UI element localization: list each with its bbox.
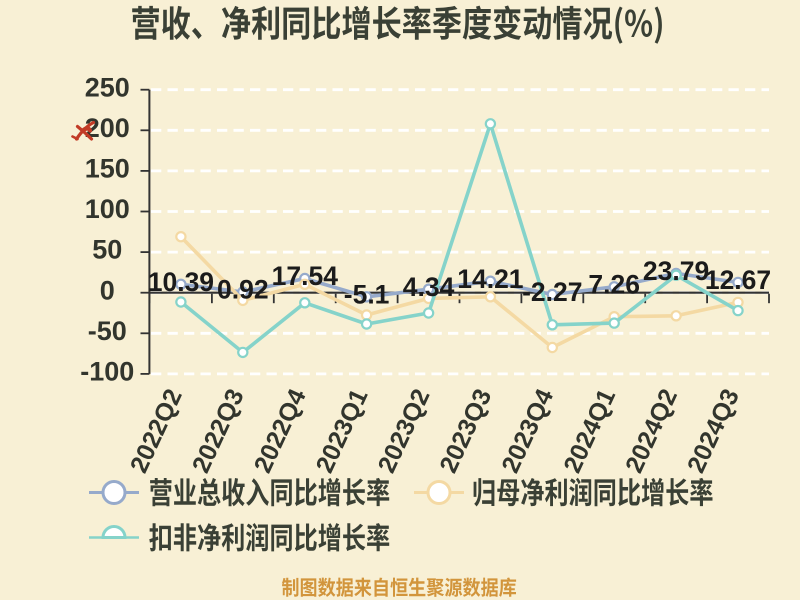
svg-text:2024Q1: 2024Q1 xyxy=(558,385,621,478)
svg-text:2023Q4: 2023Q4 xyxy=(496,385,559,478)
svg-text:-2.27: -2.27 xyxy=(522,277,582,307)
svg-text:2022Q3: 2022Q3 xyxy=(187,385,250,477)
svg-text:14.21: 14.21 xyxy=(457,264,523,294)
svg-text:-5.1: -5.1 xyxy=(344,279,390,309)
svg-text:250: 250 xyxy=(85,72,130,102)
svg-text:10.39: 10.39 xyxy=(148,267,214,297)
svg-text:2023Q2: 2023Q2 xyxy=(373,385,436,477)
svg-text:12.67: 12.67 xyxy=(705,265,771,295)
svg-text:17.54: 17.54 xyxy=(272,261,339,291)
svg-text:-100: -100 xyxy=(80,357,134,387)
svg-text:2023Q3: 2023Q3 xyxy=(434,385,497,477)
svg-text:2023Q1: 2023Q1 xyxy=(311,385,374,478)
svg-text:2022Q2: 2022Q2 xyxy=(125,385,188,477)
svg-text:0.92: 0.92 xyxy=(217,275,269,305)
svg-text:100: 100 xyxy=(85,194,130,224)
svg-text:7.26: 7.26 xyxy=(588,269,640,299)
svg-text:150: 150 xyxy=(85,154,130,184)
svg-text:4.34: 4.34 xyxy=(403,272,455,302)
svg-text:23.79: 23.79 xyxy=(643,256,709,286)
svg-text:-50: -50 xyxy=(88,316,127,346)
svg-text:2024Q3: 2024Q3 xyxy=(682,385,745,477)
svg-text:2022Q4: 2022Q4 xyxy=(249,385,312,478)
svg-text:2024Q2: 2024Q2 xyxy=(620,385,683,477)
svg-text:50: 50 xyxy=(92,235,122,265)
svg-text:0: 0 xyxy=(100,275,115,305)
